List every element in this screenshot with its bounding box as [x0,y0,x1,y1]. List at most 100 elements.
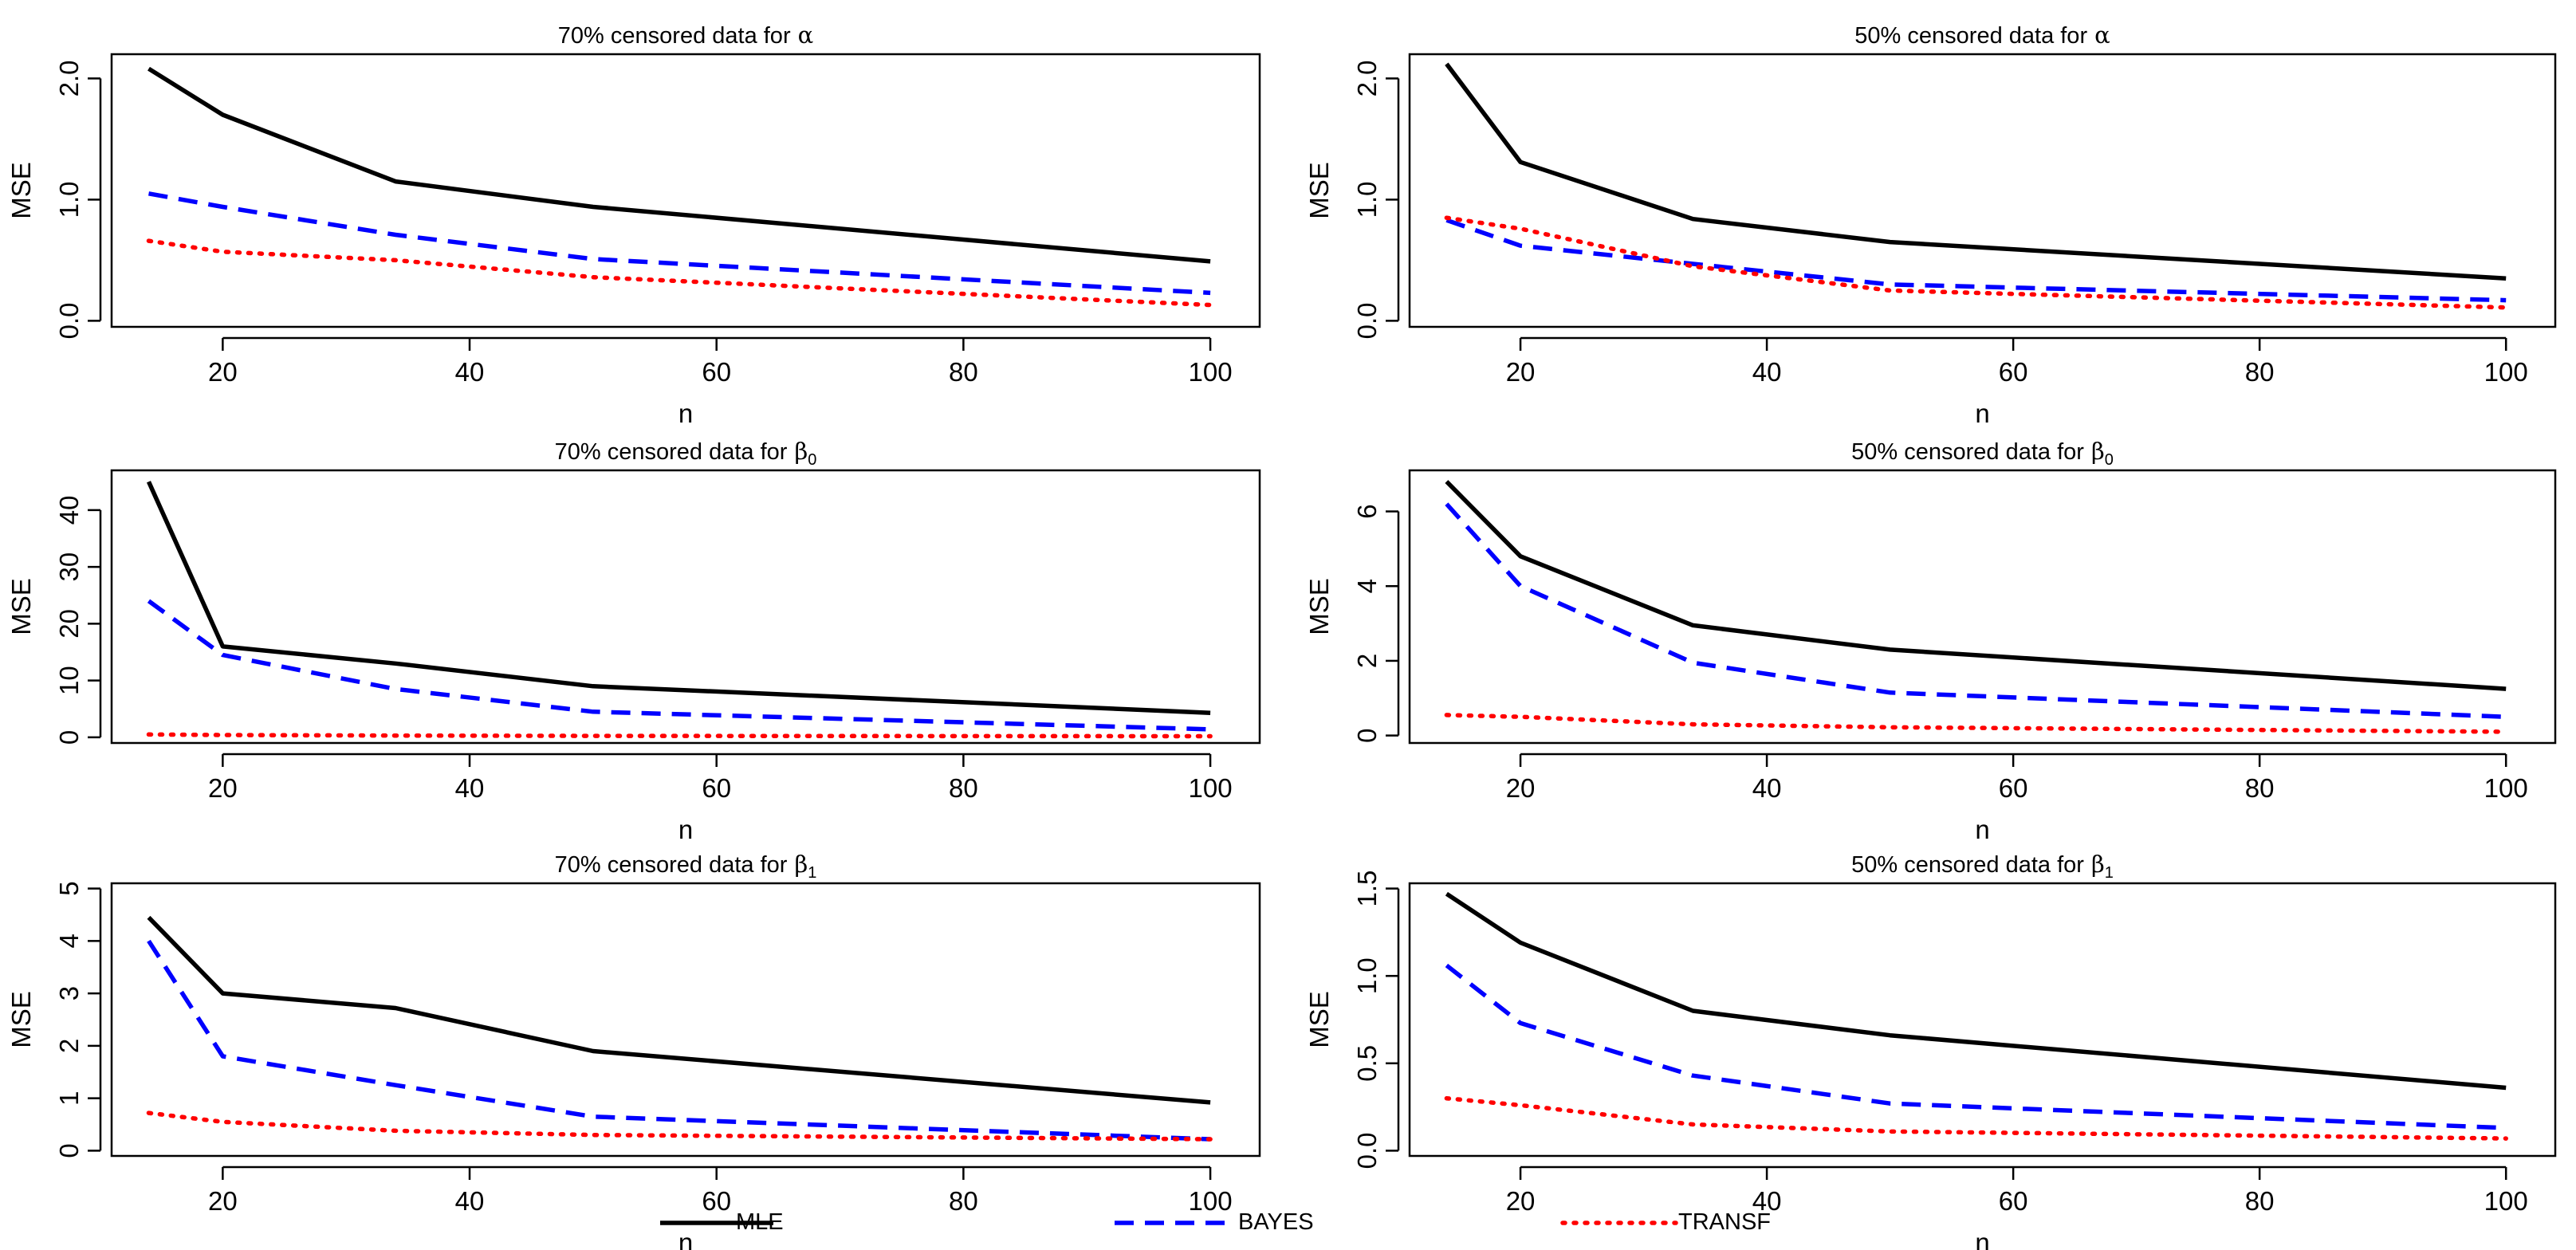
x-tick-label: 20 [1506,357,1536,387]
series-line-bayes [1445,963,2507,1130]
y-tick-label: 20 [54,609,84,639]
x-tick-label: 40 [1752,357,1782,387]
panel-title-text: 50% censored data for [1851,852,2084,878]
y-tick-label: 1.5 [1352,871,1382,907]
panel-title: 70% censored data for β1 [555,851,817,882]
panel-title-symbol: α [2094,22,2110,49]
x-tick-label: 80 [949,773,978,803]
y-tick-label: 1.0 [54,181,84,218]
series-line-transf [1444,215,2508,310]
y-tick-label: 3 [54,986,84,1000]
series-line-transf [146,238,1213,308]
series-line-bayes [147,939,1211,1142]
x-axis-label: n [1975,399,1989,428]
series-line-bayes [1445,502,2507,719]
y-tick-label: 2.0 [1352,60,1382,96]
x-tick-label: 40 [1752,773,1782,803]
chart-panel-1: 70% censored data for α 20 40 60 80 100 n 0.0 1.0… [6,22,1261,428]
y-tick-label: 1.0 [1352,181,1382,218]
plot-frame [110,882,1261,1158]
x-tick-label: 100 [2484,357,2528,387]
panel-title-text: 70% censored data for [555,852,788,878]
x-tick-label: 100 [1189,357,1233,387]
y-axis-label: MSE [1304,991,1334,1048]
y-axis-label: MSE [1304,162,1334,219]
panel-title: 50% censored data for β1 [1851,851,2114,882]
panel-title: 70% censored data for α [558,22,813,49]
series-line-bayes [1445,218,2507,303]
series-line-bayes [147,599,1211,732]
chart-panel-6: 50% censored data for β1 20 40 60 80 100 n 0.0 0.… [1304,851,2557,1250]
x-tick-label: 60 [1999,357,2028,387]
y-tick-label: 2.0 [54,60,84,96]
x-tick-label: 60 [1999,773,2028,803]
legend: MLE BAYES TRANSF [660,1209,1771,1235]
x-axis-label: n [678,399,693,428]
x-tick-label: 80 [949,1186,978,1216]
y-tick-label: 1.0 [1352,957,1382,994]
series-line-mle [146,481,1211,715]
y-tick-label: 2 [54,1039,84,1053]
panel-title-text: 70% censored data for [555,439,788,465]
y-tick-label: 0.0 [54,302,84,339]
chart-panel-2: 50% censored data for α 20 40 60 80 100 n 0.0 1.0… [1304,22,2557,428]
y-tick-label: 0 [54,730,84,745]
panel-title: 70% censored data for β0 [555,438,817,469]
y-tick-label: 0.0 [1352,302,1382,339]
x-tick-label: 100 [1189,1186,1233,1216]
series-line-mle [1445,480,2507,691]
x-tick-label: 100 [2484,1186,2528,1216]
y-tick-label: 0.5 [1352,1045,1382,1082]
y-axis-label: MSE [6,991,36,1048]
series-line-mle [1445,891,2507,1091]
panel-title-text: 50% censored data for [1854,23,2087,49]
x-tick-label: 40 [455,773,485,803]
panel-title-symbol: α [798,22,814,49]
x-tick-label: 20 [1506,773,1536,803]
x-axis-label: n [678,1228,693,1250]
y-tick-label: 0 [54,1143,84,1158]
x-tick-label: 40 [1752,1186,1782,1216]
plot-frame [110,53,1261,328]
y-tick-label: 0 [1352,728,1382,742]
y-tick-label: 6 [1352,504,1382,518]
panel-title-subscript: 1 [2105,864,2114,882]
series-line-mle [1445,62,2507,281]
y-tick-label: 1 [54,1091,84,1105]
y-tick-label: 10 [54,666,84,695]
y-tick-label: 30 [54,552,84,582]
y-tick-label: 2 [1352,654,1382,668]
series-line-transf [146,732,1213,739]
x-tick-label: 60 [702,1186,731,1216]
series-line-mle [147,66,1211,264]
panel-title-text: 70% censored data for [558,23,791,49]
x-tick-label: 100 [2484,773,2528,803]
x-tick-label: 20 [208,357,238,387]
panels: 70% censored data for α20 40 60 80 100n0.01.0… [6,22,2557,1250]
x-tick-label: 20 [1506,1186,1536,1216]
series-line-transf [146,1110,1213,1142]
series-line-transf [1444,713,2508,734]
x-tick-label: 40 [455,1186,485,1216]
legend-label-transf: TRANSF [1678,1209,1771,1235]
legend-label-mle: MLE [736,1209,784,1235]
plot-frame [1408,882,2557,1158]
legend-label-bayes: BAYES [1238,1209,1314,1235]
x-tick-label: 20 [208,773,238,803]
x-tick-label: 40 [455,357,485,387]
y-tick-label: 5 [54,881,84,895]
series-line-bayes [148,191,1211,296]
y-tick-label: 4 [1352,579,1382,593]
y-axis-label: MSE [1304,578,1334,635]
y-tick-label: 40 [54,496,84,525]
panel-title-subscript: 0 [2105,451,2114,469]
panel-title: 50% censored data for α [1854,22,2110,49]
y-axis-label: MSE [6,578,36,635]
x-tick-label: 60 [1999,1186,2028,1216]
plot-frame [1408,469,2557,745]
x-tick-label: 20 [208,1186,238,1216]
